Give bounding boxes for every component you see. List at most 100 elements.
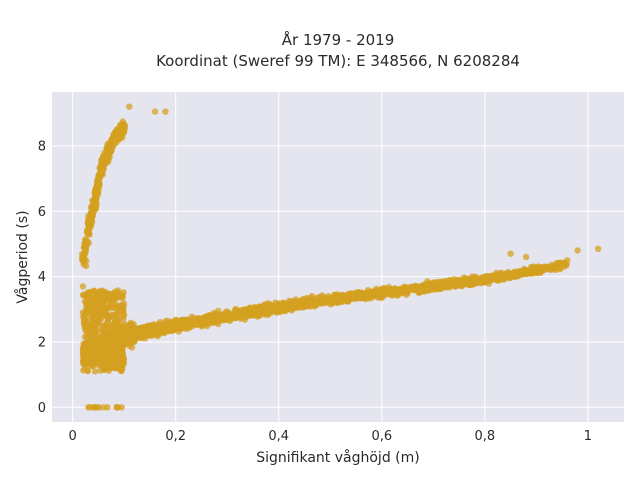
data-point — [95, 292, 102, 299]
data-point — [162, 108, 169, 115]
data-point — [471, 273, 479, 281]
data-point — [187, 319, 194, 326]
chart-title-line-1: År 1979 - 2019 — [282, 30, 395, 49]
data-point — [95, 182, 102, 189]
data-point — [495, 272, 503, 279]
data-point — [217, 312, 225, 319]
data-point — [379, 291, 387, 299]
data-points — [78, 103, 602, 411]
data-point — [93, 318, 100, 326]
data-point — [84, 313, 92, 320]
data-point — [276, 307, 283, 314]
data-point — [109, 324, 116, 332]
data-point — [85, 225, 92, 233]
data-point — [79, 309, 87, 316]
data-point — [151, 108, 159, 115]
y-axis-ticks: 0 2 4 6 8 — [38, 139, 46, 415]
data-point — [131, 338, 138, 345]
data-point — [81, 321, 88, 328]
data-point — [89, 204, 96, 211]
x-tick-label: 0,6 — [371, 429, 392, 444]
data-point — [421, 286, 428, 293]
y-axis-label: Vågperiod (s) — [14, 210, 31, 303]
data-point — [507, 274, 514, 281]
data-point — [401, 287, 409, 294]
data-point — [383, 286, 390, 294]
data-point — [100, 323, 107, 330]
data-point — [450, 276, 458, 283]
data-point — [98, 335, 105, 342]
data-point — [338, 295, 346, 303]
data-point — [126, 103, 133, 110]
y-tick-label: 6 — [38, 205, 46, 220]
data-point — [84, 367, 92, 374]
data-point — [164, 317, 171, 324]
data-point — [100, 161, 107, 168]
data-point — [241, 311, 249, 319]
data-point — [200, 314, 207, 322]
data-point — [574, 247, 581, 254]
data-point — [111, 364, 119, 372]
data-point — [426, 283, 433, 290]
data-point — [114, 289, 121, 297]
data-point — [255, 309, 262, 316]
data-point — [93, 307, 101, 314]
data-point — [95, 175, 102, 182]
data-point — [86, 404, 93, 411]
plot-area — [52, 92, 624, 422]
data-point — [91, 368, 99, 375]
data-point — [228, 313, 235, 321]
data-point — [343, 295, 351, 302]
x-axis-label: Signifikant våghöjd (m) — [256, 449, 419, 466]
data-point — [104, 364, 111, 371]
data-point — [82, 248, 89, 255]
data-point — [119, 348, 126, 355]
data-point — [119, 304, 126, 311]
y-tick-label: 4 — [38, 270, 46, 285]
data-point — [119, 310, 126, 317]
data-point — [244, 306, 251, 314]
data-point — [100, 306, 107, 313]
x-tick-label: 0 — [68, 429, 76, 444]
chart-title-line-2: Koordinat (Sweref 99 TM): E 348566, N 62… — [156, 52, 520, 70]
data-point — [370, 289, 377, 297]
data-point — [126, 327, 133, 334]
data-point — [89, 197, 96, 204]
x-tick-label: 0,8 — [475, 429, 496, 444]
data-point — [107, 143, 115, 150]
data-point — [92, 191, 99, 199]
data-point — [86, 333, 93, 340]
data-point — [552, 263, 559, 270]
data-point — [118, 367, 125, 374]
data-point — [366, 295, 373, 302]
data-point — [522, 253, 530, 261]
data-point — [97, 329, 105, 336]
data-point — [89, 313, 97, 320]
data-point — [501, 273, 508, 280]
data-point — [443, 279, 450, 286]
data-point — [90, 339, 97, 346]
data-point — [100, 154, 107, 161]
data-point — [545, 264, 553, 271]
data-point — [251, 304, 258, 311]
data-point — [288, 307, 295, 314]
data-point — [141, 323, 148, 330]
data-point — [421, 281, 428, 288]
data-point — [210, 315, 218, 322]
data-point — [261, 308, 268, 316]
data-point — [80, 340, 87, 347]
data-point — [84, 302, 92, 310]
data-point — [511, 268, 518, 275]
data-point — [83, 257, 90, 265]
y-tick-label: 2 — [38, 335, 46, 350]
data-point — [89, 362, 97, 369]
data-point — [533, 269, 541, 277]
data-point — [564, 257, 571, 264]
data-point — [435, 282, 442, 289]
data-point — [330, 297, 337, 304]
data-point — [480, 279, 488, 286]
data-point — [90, 287, 98, 294]
data-point — [487, 274, 494, 282]
data-point — [118, 331, 126, 338]
